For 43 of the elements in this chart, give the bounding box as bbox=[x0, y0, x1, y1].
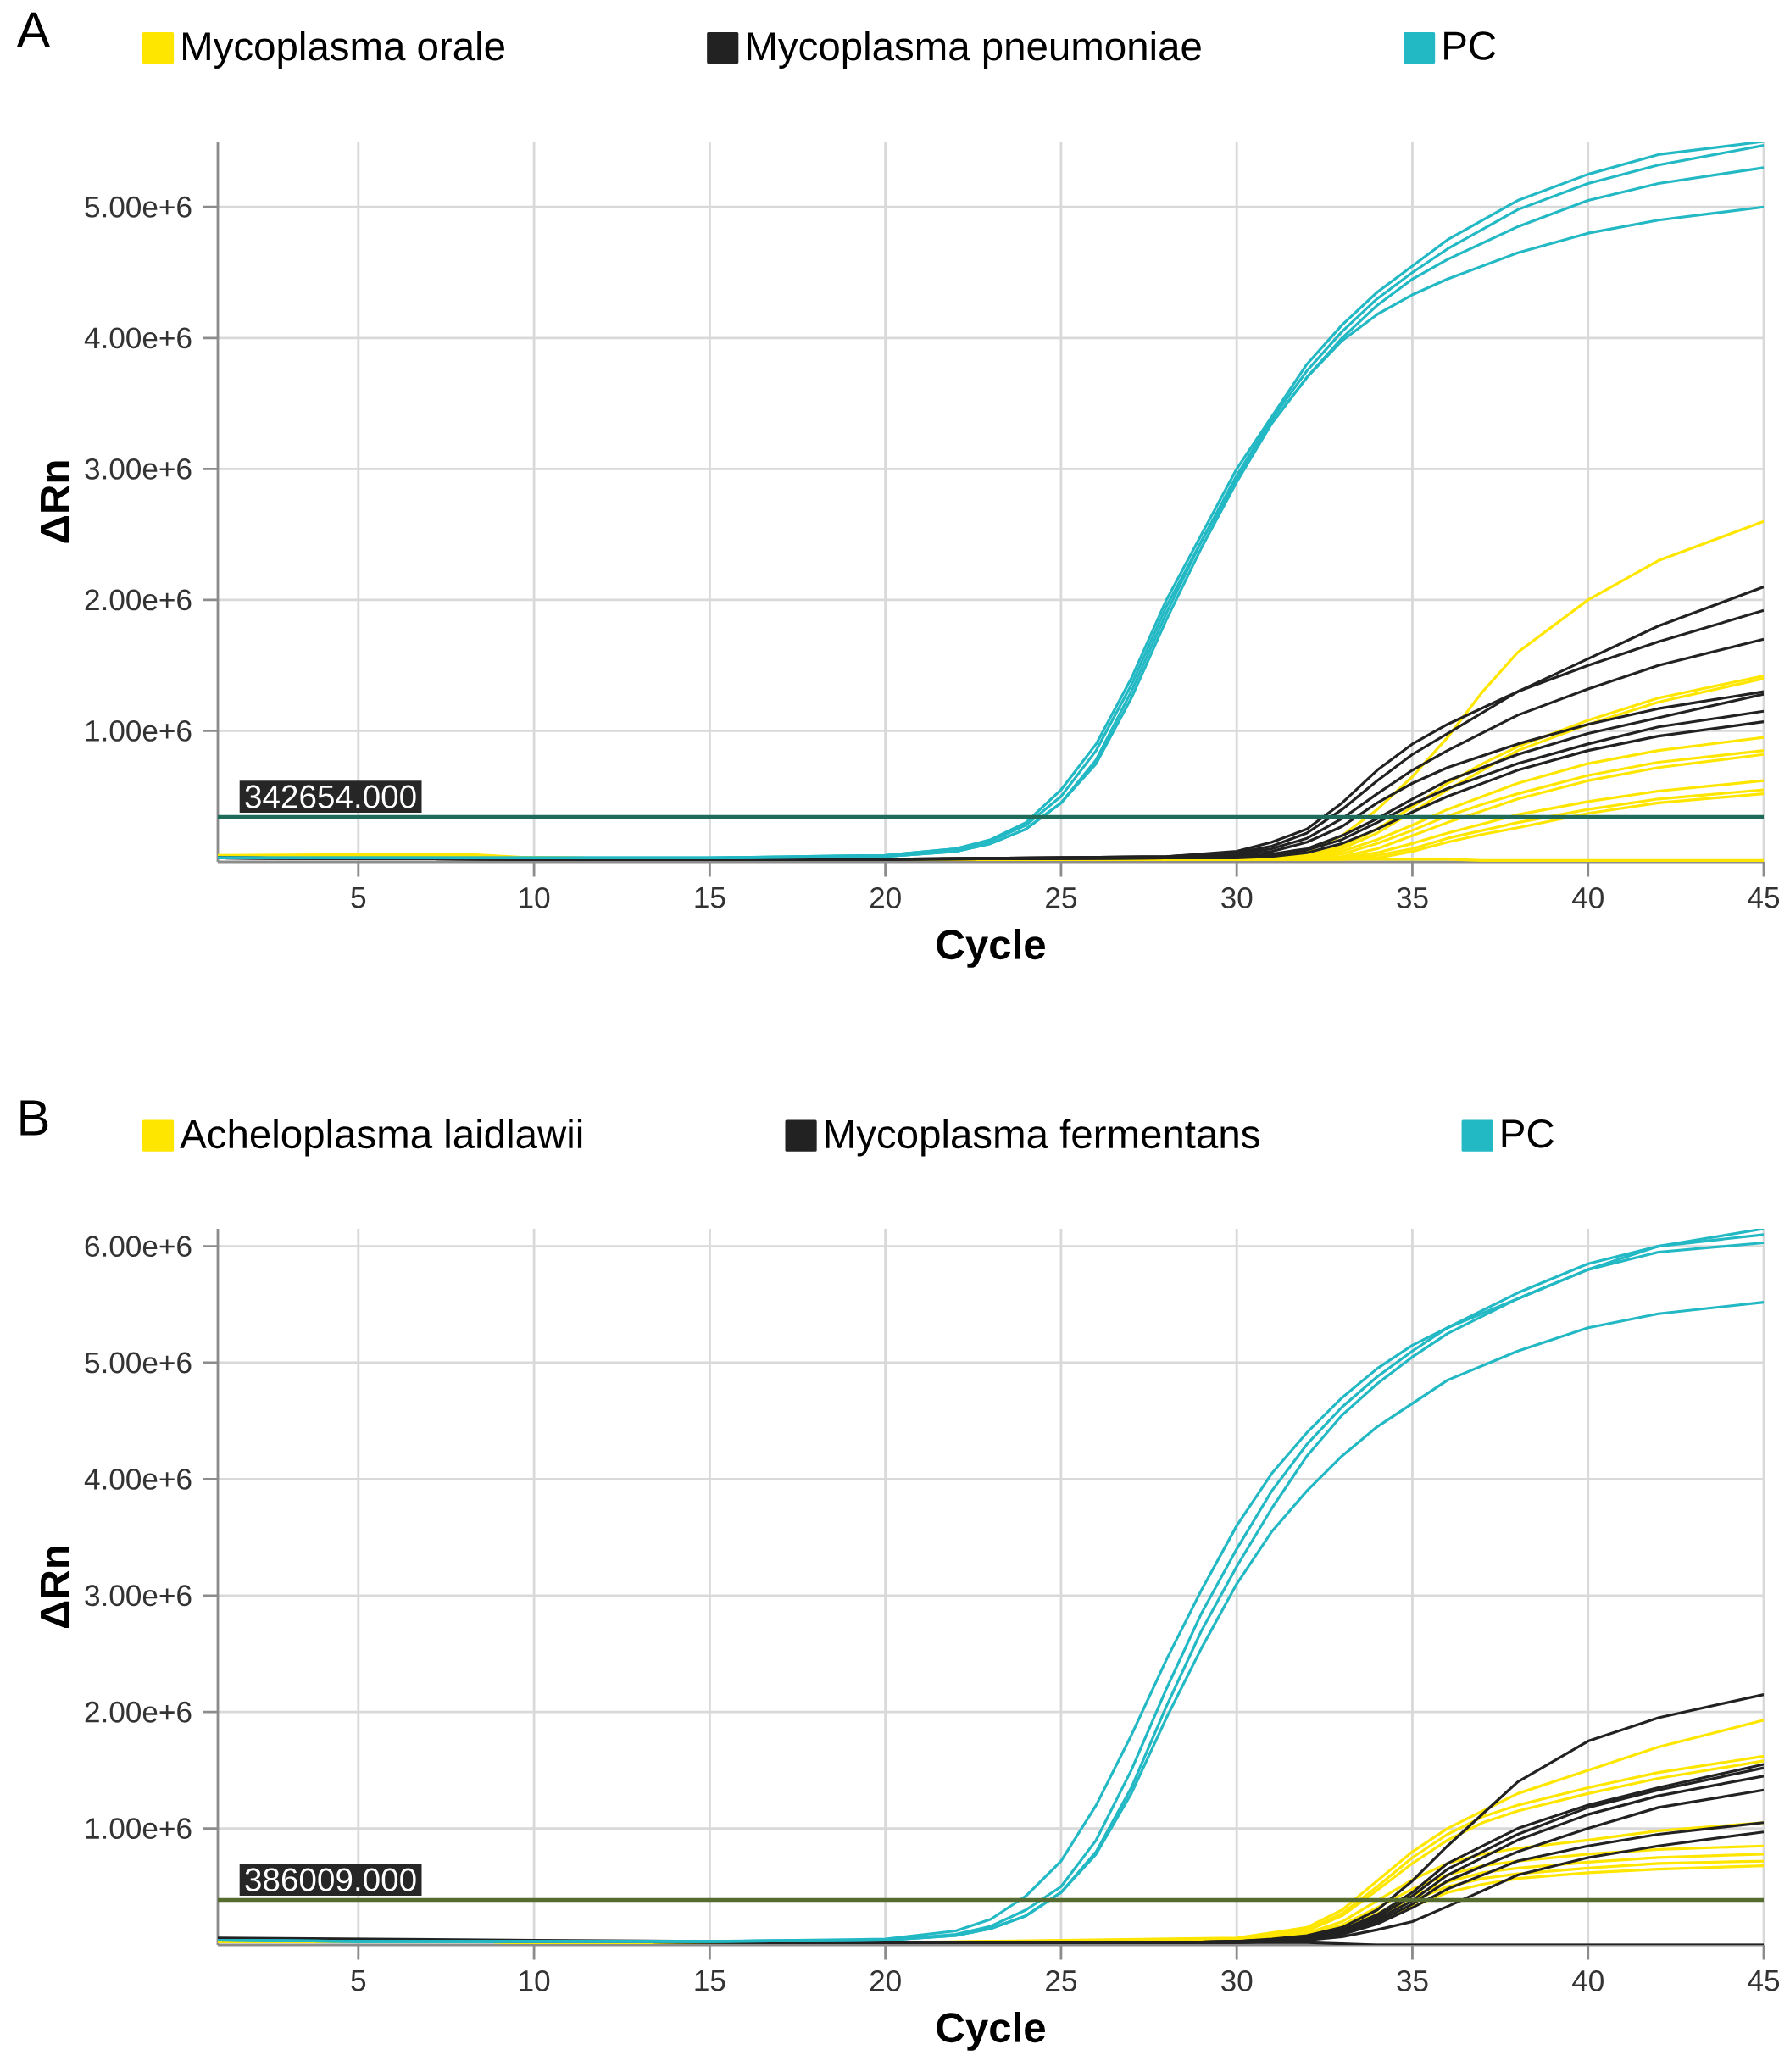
legend-label: Mycoplasma pneumoniae bbox=[748, 31, 1201, 69]
x-axis-title: Cycle bbox=[937, 2011, 1045, 2051]
legend-label: PC bbox=[1444, 31, 1496, 60]
y-axis-title: ΔRn bbox=[40, 1547, 69, 1628]
chart-title: A bbox=[16, 12, 51, 47]
x-tick-label: 10 bbox=[520, 1970, 550, 1991]
y-tick-label: 3.00e+6 bbox=[85, 458, 192, 480]
legend-label: PC bbox=[1502, 1119, 1554, 1148]
y-tick-label: 5.00e+6 bbox=[85, 196, 192, 218]
x-tick-label: 25 bbox=[1046, 1970, 1076, 1991]
x-tick-label: 5 bbox=[351, 1969, 365, 1991]
x-tick-label: 35 bbox=[1397, 886, 1428, 908]
x-tick-label: 40 bbox=[1571, 1970, 1604, 1991]
x-tick-label: 35 bbox=[1397, 1970, 1428, 1991]
y-tick-label: 2.00e+6 bbox=[85, 1701, 192, 1723]
x-tick-label: 15 bbox=[695, 1969, 725, 1991]
y-tick-label: 5.00e+6 bbox=[85, 1352, 192, 1374]
y-tick-label: 1.00e+6 bbox=[86, 1818, 192, 1840]
x-tick-label: 30 bbox=[1220, 886, 1253, 908]
x-tick-label: 40 bbox=[1571, 886, 1604, 908]
x-tick-label: 25 bbox=[1046, 886, 1076, 908]
y-axis-title: ΔRn bbox=[40, 461, 69, 543]
x-axis-title: Cycle bbox=[937, 928, 1045, 968]
legend-label: Mycoplasma fermentans bbox=[826, 1119, 1259, 1157]
legend-label: Mycoplasma orale bbox=[182, 31, 504, 69]
y-tick-label: 4.00e+6 bbox=[84, 1468, 192, 1490]
x-tick-label: 5 bbox=[351, 886, 365, 908]
chart-title: B bbox=[20, 1100, 48, 1136]
x-tick-label: 30 bbox=[1220, 1970, 1253, 1991]
ref-line-label: 342654.000 bbox=[245, 785, 416, 808]
y-tick-label: 1.00e+6 bbox=[86, 720, 192, 742]
legend-label: Acheloplasma laidlawii bbox=[180, 1119, 581, 1157]
x-tick-label: 15 bbox=[695, 886, 725, 908]
y-tick-label: 6.00e+6 bbox=[85, 1236, 192, 1258]
x-tick-label: 45 bbox=[1748, 886, 1779, 908]
x-tick-label: 10 bbox=[520, 886, 550, 908]
y-tick-label: 4.00e+6 bbox=[84, 327, 192, 349]
x-tick-label: 20 bbox=[870, 1970, 901, 1991]
y-tick-label: 3.00e+6 bbox=[85, 1585, 192, 1607]
y-tick-label: 2.00e+6 bbox=[85, 589, 192, 611]
x-tick-label: 45 bbox=[1748, 1969, 1779, 1991]
ref-line-label: 386009.000 bbox=[245, 1868, 416, 1891]
x-tick-label: 20 bbox=[870, 886, 901, 908]
